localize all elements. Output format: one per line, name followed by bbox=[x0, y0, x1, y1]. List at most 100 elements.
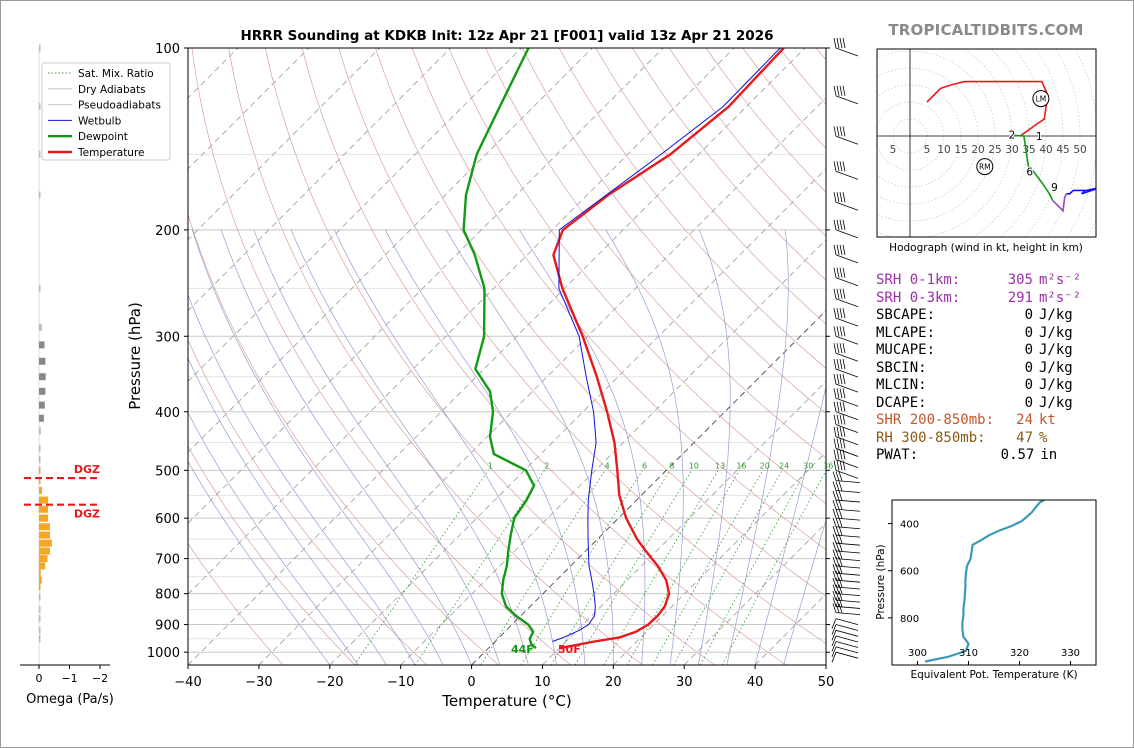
wind-barb bbox=[831, 646, 859, 658]
isotherm bbox=[188, 48, 735, 595]
hodo-ring-label: 20 bbox=[971, 144, 984, 156]
omega-bar bbox=[39, 523, 50, 531]
pseudoadiabat bbox=[220, 229, 472, 665]
isotherm bbox=[0, 48, 25, 665]
mixing-ratio-label: 1 bbox=[488, 461, 493, 470]
storm-motion-marker bbox=[1032, 90, 1050, 108]
dry-adiabat bbox=[411, 48, 826, 550]
stat-unit: m²s⁻² bbox=[1039, 289, 1082, 306]
surface-temp-label: 50F bbox=[558, 643, 581, 656]
theta-x-tick-label: 320 bbox=[1010, 648, 1029, 659]
dry-adiabat bbox=[485, 48, 826, 459]
stat-unit: kt bbox=[1039, 412, 1056, 428]
hodo-ring-label: 45 bbox=[1056, 144, 1069, 156]
pseudoadiabat bbox=[290, 229, 529, 665]
skewt-plot-frame bbox=[187, 47, 827, 666]
wind-barb bbox=[833, 267, 859, 287]
isotherm bbox=[258, 97, 826, 665]
stat-row: SHR 200-850mb: 24 kt bbox=[876, 412, 1091, 430]
skewt-background-lines bbox=[0, 48, 826, 665]
wind-barb bbox=[832, 517, 861, 530]
legend-label: Pseudoadiabats bbox=[78, 100, 161, 112]
omega-bar bbox=[39, 547, 50, 555]
skewt-ylabel: Pressure (hPa) bbox=[126, 302, 144, 410]
hodo-trace bbox=[1052, 193, 1068, 213]
wind-barb bbox=[831, 624, 859, 635]
isotherm bbox=[471, 310, 826, 665]
hodo-trace bbox=[1011, 134, 1030, 171]
wind-barb bbox=[833, 161, 859, 180]
pseudoadiabat bbox=[783, 519, 826, 665]
omega-bar bbox=[39, 373, 46, 381]
omega-tick-label: −2 bbox=[92, 672, 108, 685]
wind-barb bbox=[833, 460, 859, 479]
dry-adiabat bbox=[228, 48, 643, 665]
mixing-ratio-line bbox=[574, 470, 693, 665]
dewpoint-line bbox=[462, 48, 537, 650]
mixing-ratio-line bbox=[353, 470, 489, 665]
omega-bar bbox=[39, 341, 45, 349]
mixing-ratio-line bbox=[521, 470, 643, 665]
omega-bar bbox=[39, 284, 41, 292]
dry-adiabat bbox=[448, 48, 826, 505]
brand-watermark: TROPICALTIDBITS.COM bbox=[888, 21, 1084, 39]
omega-bar bbox=[39, 555, 48, 563]
x-tick-label: −40 bbox=[174, 675, 201, 690]
hodograph-caption: Hodograph (wind in kt, height in km) bbox=[889, 242, 1083, 254]
omega-tick-label: −1 bbox=[61, 672, 77, 685]
storm-motion-label: RM bbox=[979, 163, 991, 172]
wind-barb bbox=[833, 326, 859, 345]
x-tick-label: 20 bbox=[605, 675, 622, 690]
wind-barb bbox=[831, 618, 859, 629]
hodo-trace bbox=[1019, 121, 1040, 137]
hodograph: 5 5 10 15 20 25 30 35 40 45 50 1 2 6 9 LM RM bbox=[877, 49, 1096, 237]
skewt-axes: −40 −30 −20 −10 0 10 20 30 40 50 100 200 300 400 500 60… bbox=[147, 42, 834, 690]
hodo-trace bbox=[1031, 169, 1054, 201]
stat-unit: J/kg bbox=[1039, 394, 1073, 411]
omega-bar bbox=[39, 505, 49, 513]
omega-bar bbox=[39, 539, 52, 547]
pseudoadiabat bbox=[188, 357, 387, 665]
omega-bar bbox=[39, 569, 41, 577]
y-tick-label: 800 bbox=[155, 588, 180, 603]
mixing-ratio-label: 13 bbox=[715, 461, 725, 470]
y-tick-label: 100 bbox=[155, 42, 180, 57]
dry-adiabat bbox=[191, 48, 571, 665]
hodo-ring-label: 15 bbox=[954, 144, 967, 156]
stat-value: 47 bbox=[1016, 429, 1033, 446]
isotherm bbox=[683, 522, 826, 665]
hodo-height-label: 9 bbox=[1051, 182, 1058, 194]
pseudoadiabat bbox=[754, 385, 826, 665]
hodo-height-label: 2 bbox=[1009, 129, 1016, 141]
wind-barb bbox=[833, 343, 859, 362]
y-tick-label: 500 bbox=[155, 464, 180, 479]
mixing-ratio-line bbox=[480, 470, 606, 665]
theta-y-tick-label: 800 bbox=[900, 614, 919, 625]
stat-unit: J/kg bbox=[1039, 324, 1073, 341]
omega-bar bbox=[39, 606, 41, 614]
stat-label: SBCAPE: bbox=[876, 307, 936, 323]
stat-unit: J/kg bbox=[1039, 307, 1073, 323]
x-tick-label: 50 bbox=[818, 675, 835, 690]
wind-barb bbox=[833, 449, 859, 468]
pseudoadiabat bbox=[726, 229, 789, 665]
dry-adiabat bbox=[188, 213, 499, 665]
wind-barbs bbox=[831, 37, 861, 663]
y-tick-label: 300 bbox=[155, 330, 180, 345]
legend-label: Dewpoint bbox=[78, 131, 128, 143]
dry-adiabat bbox=[375, 48, 826, 597]
stat-value: 0 bbox=[1024, 342, 1033, 358]
stat-value: 0.57 bbox=[1000, 447, 1035, 463]
wind-barb bbox=[832, 490, 861, 503]
temperature-line bbox=[552, 48, 785, 650]
omega-bar bbox=[39, 191, 41, 199]
stat-unit: J/kg bbox=[1039, 359, 1073, 376]
omega-xlabel: Omega (Pa/s) bbox=[26, 692, 114, 707]
stat-row: SRH 0-3km: 291 m²s⁻² bbox=[876, 290, 1091, 308]
omega-bar bbox=[39, 103, 41, 111]
stat-value: 0 bbox=[1024, 307, 1033, 323]
wind-barb bbox=[831, 635, 859, 647]
mixing-ratio-label: 10 bbox=[689, 461, 699, 470]
